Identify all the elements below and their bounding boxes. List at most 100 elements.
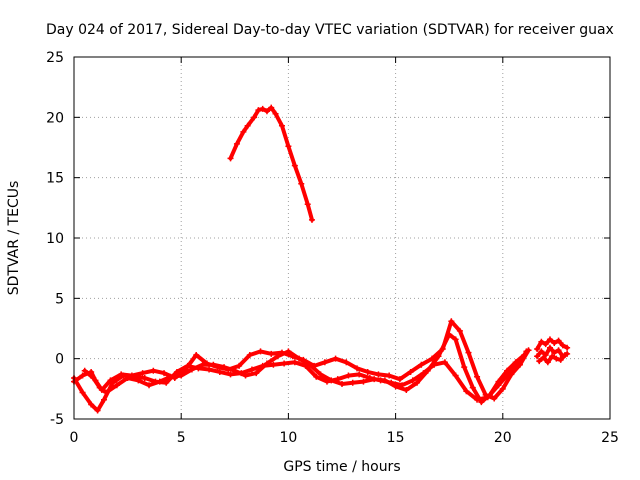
data-point [291,162,298,169]
data-point [246,352,253,359]
data-point [124,374,131,381]
y-tick-label: 0 [55,352,64,368]
grid [74,57,610,419]
data-point [469,384,476,391]
y-tick-label: 15 [46,171,64,187]
data-point [463,388,470,395]
data-point [103,389,110,396]
data-point [156,378,163,385]
data-point [242,372,249,379]
data-point [564,344,571,351]
data-point [504,367,511,374]
data-point [534,346,541,353]
data-point [386,372,393,379]
data-point [381,377,388,384]
data-point [474,373,481,380]
series-track-c [81,331,528,406]
data-point [551,349,558,356]
data-point [403,387,410,394]
data-point [206,366,213,373]
data-point [227,155,234,162]
data-point [244,122,251,129]
data-point [96,384,103,391]
data-point [236,362,243,369]
y-tick-label: 25 [46,50,64,66]
data-point [81,367,88,374]
data-point [354,365,361,372]
data-point [441,359,448,366]
data-point [199,361,206,368]
data-point [448,318,455,325]
data-point [221,364,228,371]
data-point [150,367,157,374]
data-point [313,373,320,380]
data-point [178,372,185,379]
data-point [499,385,506,392]
data-point [281,360,288,367]
data-point [268,350,275,357]
data-point [139,370,146,377]
data-point [88,401,95,408]
x-tick-label: 15 [387,430,405,446]
data-point [263,108,270,115]
data-point [210,361,217,368]
series-arc-high [227,104,315,223]
data-point [538,348,545,355]
data-point [549,353,556,360]
data-point [94,407,101,414]
data-point [508,371,515,378]
data-point [540,354,547,361]
data-point [525,347,532,354]
data-point [418,361,425,368]
data-point [339,381,345,388]
data-point [308,216,315,223]
data-point [429,355,436,362]
data-point [101,396,108,403]
y-tick-label: 5 [55,291,64,307]
data-point [559,342,566,349]
data-point [146,382,153,389]
y-tick-label: 20 [46,110,64,126]
data-point [521,352,528,359]
data-point [360,378,367,385]
series-trace [82,332,527,405]
data-point [356,371,363,378]
data-point [321,359,328,366]
data-point [259,105,266,112]
data-point [270,361,277,368]
data-point [345,372,352,379]
data-point [546,344,553,351]
y-axis-label: SDTVAR / TECUs [6,181,22,296]
data-point [446,331,453,338]
data-point [298,180,305,187]
data-point [285,143,292,150]
axis-ticks: 0 5 10 15 20 25 -5 0 5 10 15 20 25 [46,50,619,446]
data-point [141,374,148,381]
data-point [251,114,258,121]
data-point [113,382,120,389]
data-point [371,376,378,383]
data-point [375,371,382,378]
data-point [253,370,260,377]
data-point [285,348,292,355]
data-point [107,377,114,384]
series-track-f [536,352,568,366]
data-point [557,356,564,363]
x-tick-label: 20 [494,430,512,446]
data-point [118,371,125,378]
data-point [233,140,240,147]
data-point [516,361,523,368]
data-point [452,372,459,379]
data-point [278,122,285,129]
data-point [161,370,168,377]
series-trace [228,105,314,222]
data-point [349,379,356,386]
data-point [272,110,279,117]
data-point [193,352,200,359]
y-tick-label: -5 [50,412,64,428]
data-point [167,373,174,380]
x-tick-label: 0 [70,430,79,446]
data-point [544,359,551,366]
data-point [306,361,313,368]
data-point [542,341,549,348]
